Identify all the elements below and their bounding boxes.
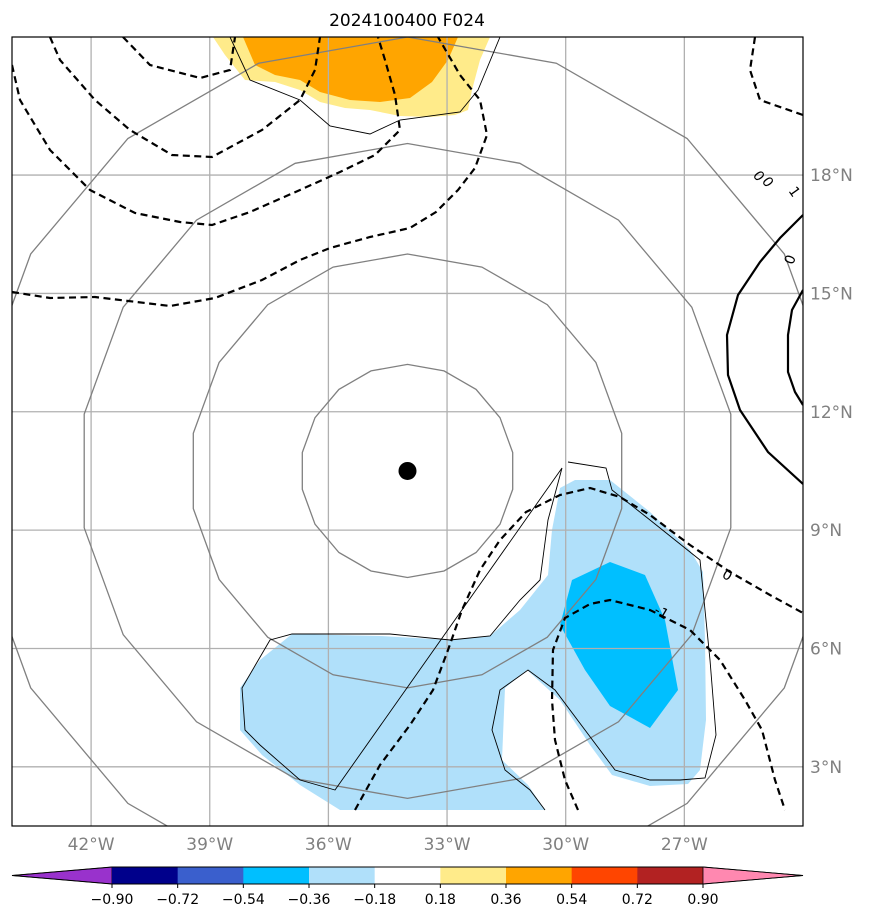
- colorbar-tick-label: −0.36: [288, 892, 331, 908]
- outline-south: [241, 461, 717, 811]
- colorbar-extend-high: [702, 866, 804, 885]
- colorbar-tick-label: 0.90: [687, 892, 718, 908]
- longitude-label: 33°W: [424, 835, 471, 855]
- map-plot-area: 0 0 1 0 -1 0: [12, 37, 803, 826]
- longitude-label: 42°W: [68, 835, 115, 855]
- contour-label: 1: [785, 184, 803, 200]
- outline-north: [229, 37, 501, 135]
- contour-solid-east-inner: [786, 289, 803, 406]
- solid-contours: [725, 214, 803, 485]
- range-rings: [12, 37, 803, 826]
- colorbar-segment: [177, 867, 244, 884]
- map-title: 2024100400 F024: [329, 11, 485, 31]
- latitude-label: 9°N: [810, 521, 842, 541]
- shade-light-blue-south: [240, 480, 706, 810]
- colorbar-tick-label: −0.72: [156, 892, 199, 908]
- colorbar-segment: [243, 867, 310, 884]
- range-ring: [12, 37, 803, 826]
- longitude-label: 30°W: [542, 835, 589, 855]
- colorbar-tick-label: −0.18: [353, 892, 396, 908]
- colorbar-segment: [571, 867, 638, 884]
- contour-label: -1: [651, 602, 671, 623]
- colorbar-extend-low: [11, 866, 113, 885]
- range-ring: [192, 253, 623, 689]
- thin-outlines: [229, 37, 717, 811]
- graticule: [12, 37, 803, 826]
- colorbar-segment: [506, 867, 573, 884]
- dashed-contours: [12, 37, 803, 811]
- colorbar-tick-label: 0.54: [556, 892, 587, 908]
- colorbar-segment: [637, 867, 704, 884]
- contour-dashed-2: [48, 37, 322, 159]
- longitude-label: 39°W: [186, 835, 233, 855]
- range-ring: [301, 363, 514, 579]
- contour-dashed-4: [122, 37, 237, 80]
- colorbar-segment: [309, 867, 376, 884]
- colorbar-tick-label: 0.72: [622, 892, 653, 908]
- colorbar-segment: [374, 867, 441, 884]
- longitude-label: 36°W: [305, 835, 352, 855]
- colorbar-tick-label: −0.54: [222, 892, 265, 908]
- latitude-label: 6°N: [810, 639, 842, 659]
- latitude-label: 15°N: [810, 284, 853, 304]
- contour-label: 0: [782, 253, 800, 267]
- longitude-label: 27°W: [661, 835, 708, 855]
- longitude-labels: 42°W 39°W 36°W 33°W 30°W 27°W: [68, 835, 708, 855]
- contour-dashed-1: [12, 37, 489, 308]
- contour-solid-east: [725, 214, 803, 485]
- contour-dashed-7: [550, 598, 787, 811]
- map-frame: [11, 36, 804, 827]
- colorbar-segment: [440, 867, 507, 884]
- latitude-label: 3°N: [810, 758, 842, 778]
- contour-label: 0: [719, 566, 735, 584]
- range-ring: [83, 142, 732, 800]
- latitude-label: 12°N: [810, 403, 853, 423]
- contour-dashed-6: [354, 486, 803, 811]
- shade-orange-north: [243, 37, 458, 102]
- latitude-labels: 3°N 6°N 9°N 12°N 15°N 18°N: [810, 166, 853, 778]
- colorbar: −0.90 −0.72 −0.54 −0.36 −0.18 0.18 0.36 0.54 0.7…: [11, 866, 804, 908]
- colorbar-tick-label: 0.18: [425, 892, 456, 908]
- colorbar-segment: [112, 867, 179, 884]
- contour-dashed-5: [748, 37, 803, 117]
- storm-center-marker: [398, 461, 417, 480]
- colorbar-tick-label: 0.36: [490, 892, 521, 908]
- latitude-label: 18°N: [810, 166, 853, 186]
- colorbar-tick-label: −0.90: [91, 892, 134, 908]
